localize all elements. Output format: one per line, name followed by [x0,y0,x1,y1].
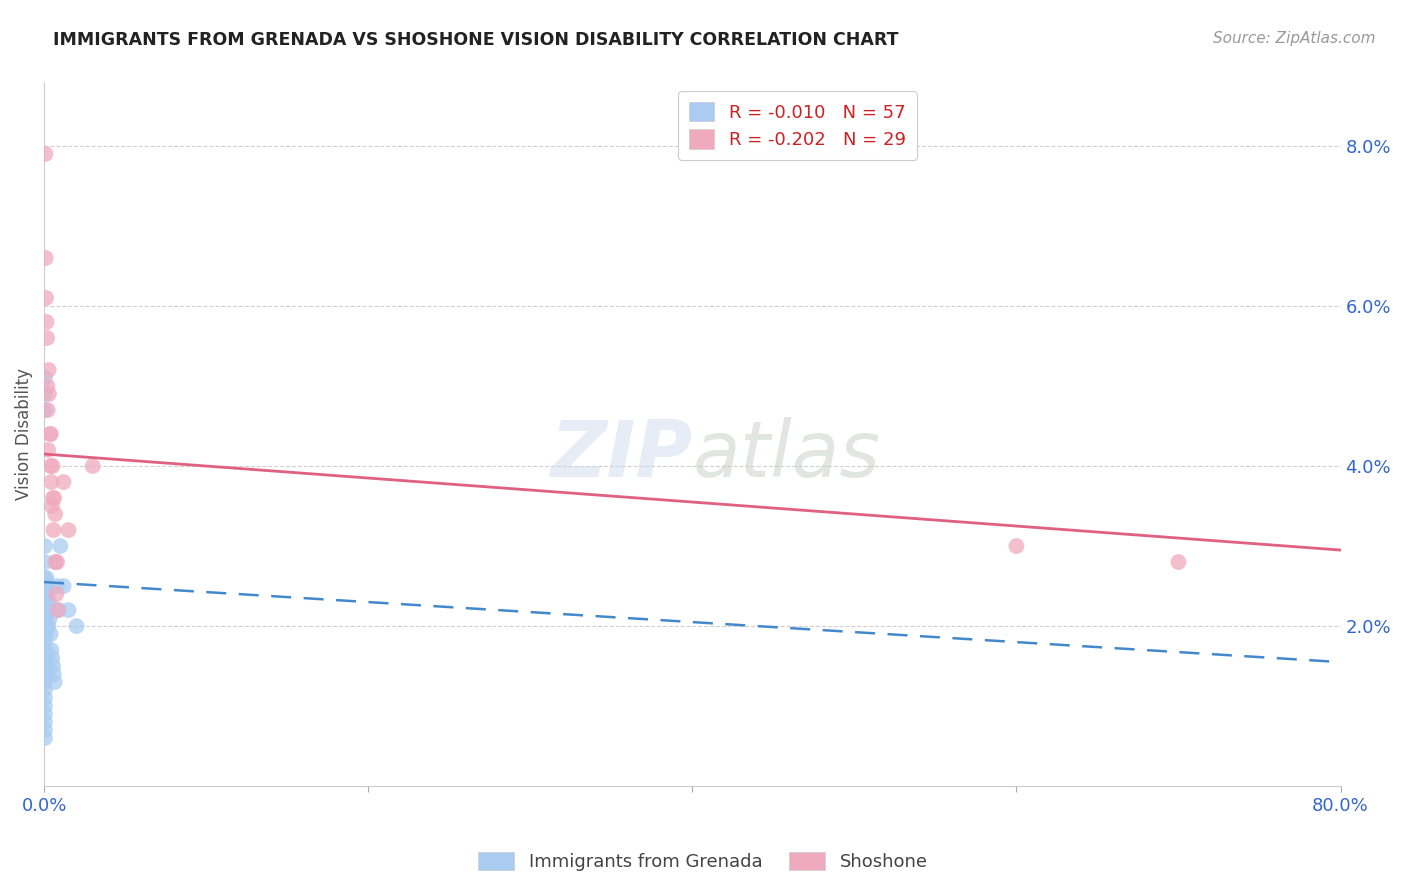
Point [42,659,65,673]
Point [34,635,56,649]
Point [35,315,58,329]
Point [35,627,58,641]
Text: atlas: atlas [692,417,880,493]
Point [35,291,58,305]
Point [35,619,58,633]
Point [34,723,56,738]
Point [35,331,58,345]
Point [35,603,58,617]
Point [35,251,58,265]
Point [65,619,87,633]
Point [44,555,66,569]
Point [37,587,59,601]
Point [52,579,75,593]
Point [58,523,80,537]
Point [37,379,59,393]
Y-axis label: Vision Disability: Vision Disability [15,368,32,500]
Point [1005,539,1028,553]
Point [41,499,63,513]
Point [34,387,56,401]
Point [39,627,62,641]
Point [34,707,56,722]
Point [44,675,66,690]
Point [34,611,56,625]
Point [34,147,56,161]
Point [44,491,66,505]
Point [41,651,63,665]
Point [35,667,58,681]
Point [35,579,58,593]
Point [41,643,63,657]
Legend: Immigrants from Grenada, Shoshone: Immigrants from Grenada, Shoshone [471,845,935,879]
Point [35,571,58,585]
Point [38,427,60,442]
Point [49,539,72,553]
Point [34,667,56,681]
Point [37,403,59,417]
Point [82,458,104,473]
Point [38,579,60,593]
Point [38,611,60,625]
Point [38,387,60,401]
Point [46,555,69,569]
Point [34,539,56,553]
Point [35,651,58,665]
Point [37,443,59,458]
Point [37,603,59,617]
Point [34,715,56,730]
Point [44,507,66,521]
Point [45,587,67,601]
Point [38,595,60,609]
Point [34,651,56,665]
Point [35,595,58,609]
Point [34,603,56,617]
Text: Source: ZipAtlas.com: Source: ZipAtlas.com [1212,31,1375,46]
Point [35,611,58,625]
Point [1167,555,1189,569]
Point [34,731,56,745]
Point [41,475,63,489]
Point [34,403,56,417]
Point [39,427,62,442]
Point [42,667,65,681]
Point [48,603,70,617]
Point [34,683,56,698]
Point [34,587,56,601]
Text: IMMIGRANTS FROM GRENADA VS SHOSHONE VISION DISABILITY CORRELATION CHART: IMMIGRANTS FROM GRENADA VS SHOSHONE VISI… [53,31,898,49]
Point [39,458,62,473]
Point [34,675,56,690]
Point [34,371,56,385]
Point [35,643,58,657]
Point [34,643,56,657]
Point [34,571,56,585]
Point [37,619,59,633]
Point [37,603,59,617]
Text: ZIP: ZIP [550,417,692,493]
Point [34,691,56,706]
Point [34,659,56,673]
Point [35,659,58,673]
Point [45,555,67,569]
Point [58,603,80,617]
Point [42,491,65,505]
Point [35,587,58,601]
Point [46,603,69,617]
Point [52,475,75,489]
Point [37,619,59,633]
Point [41,458,63,473]
Point [38,363,60,377]
Point [34,619,56,633]
Point [34,555,56,569]
Point [42,523,65,537]
Legend: R = -0.010   N = 57, R = -0.202   N = 29: R = -0.010 N = 57, R = -0.202 N = 29 [678,91,917,160]
Point [46,579,69,593]
Point [34,699,56,714]
Point [34,627,56,641]
